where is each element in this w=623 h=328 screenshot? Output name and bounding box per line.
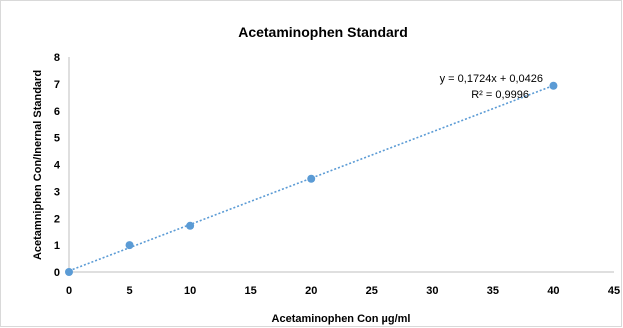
y-tick-label: 2 — [54, 213, 60, 225]
x-tick-label: 35 — [487, 285, 499, 297]
y-tick-label: 6 — [54, 106, 60, 118]
y-tick-label: 7 — [54, 79, 60, 91]
x-tick-label: 45 — [608, 285, 620, 297]
x-tick-labels: 0 5 10 15 20 25 30 35 40 45 — [66, 285, 620, 297]
r-squared-label: R² = 0,9996 — [471, 89, 529, 101]
trendline-equation: y = 0,1724x + 0,0426 — [440, 73, 543, 85]
y-tick-label: 3 — [54, 186, 60, 198]
x-tick-label: 30 — [426, 285, 438, 297]
data-point — [65, 268, 73, 276]
data-points — [65, 81, 558, 276]
trendline — [68, 84, 554, 272]
x-tick-label: 0 — [66, 285, 72, 297]
x-tick-label: 20 — [305, 285, 317, 297]
y-tick-labels: 0 1 2 3 4 5 6 7 8 — [54, 52, 61, 279]
y-tick-label: 5 — [54, 133, 60, 145]
data-point — [549, 81, 558, 90]
x-tick-label: 15 — [245, 285, 257, 297]
data-point — [125, 241, 134, 250]
y-tick-label: 0 — [54, 267, 60, 279]
x-tick-label: 25 — [366, 285, 378, 297]
data-point — [307, 174, 316, 183]
x-axis-title: Acetaminophen Con µg/ml — [272, 313, 411, 325]
x-tick-label: 10 — [184, 285, 196, 297]
x-tick-label: 5 — [126, 285, 132, 297]
y-axis-title: Acetamniphen Con/Inernal Standard — [32, 70, 44, 260]
y-tick-label: 8 — [54, 52, 60, 64]
y-tick-label: 4 — [54, 160, 61, 172]
data-point — [186, 221, 195, 230]
x-tick-label: 40 — [547, 285, 559, 297]
y-tick-label: 1 — [54, 240, 60, 252]
chart-title: Acetaminophen Standard — [238, 24, 408, 40]
